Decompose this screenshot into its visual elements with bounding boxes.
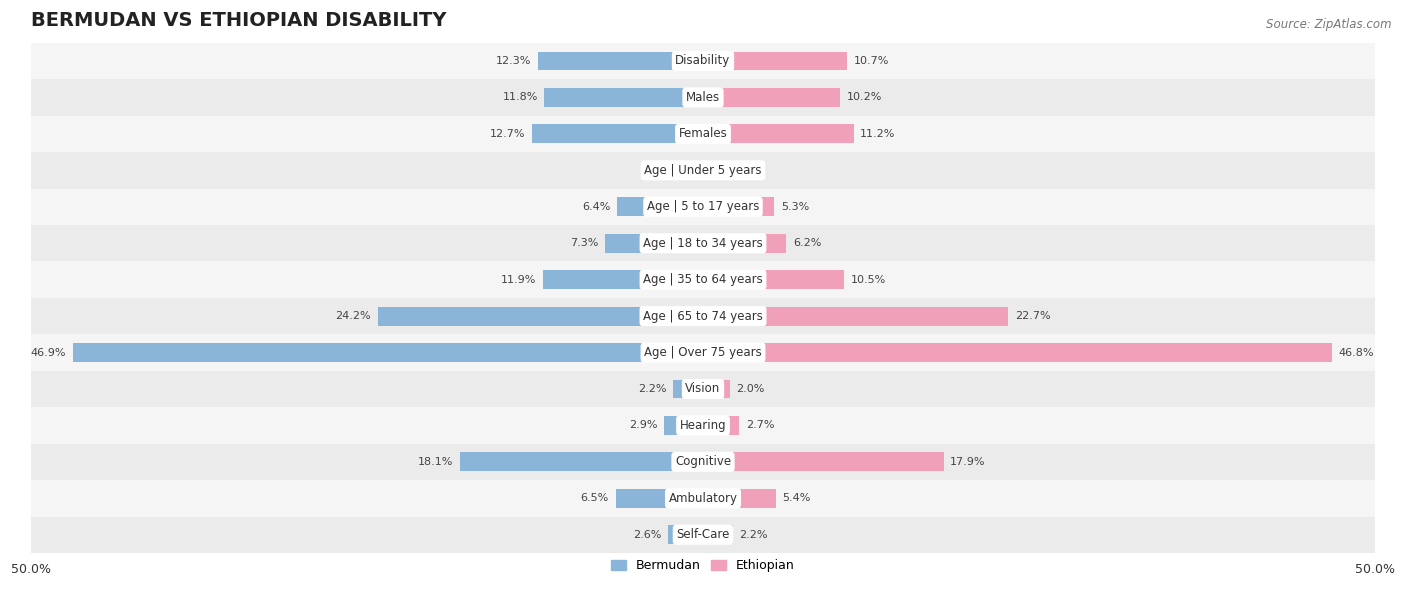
- Text: Cognitive: Cognitive: [675, 455, 731, 468]
- Legend: Bermudan, Ethiopian: Bermudan, Ethiopian: [606, 554, 800, 577]
- Bar: [703, 525, 733, 544]
- Text: 24.2%: 24.2%: [336, 311, 371, 321]
- Bar: [31, 480, 1375, 517]
- Bar: [543, 270, 703, 289]
- Bar: [31, 261, 1375, 298]
- Text: Disability: Disability: [675, 54, 731, 67]
- Text: Age | 35 to 64 years: Age | 35 to 64 years: [643, 273, 763, 286]
- Bar: [31, 43, 1375, 79]
- Text: Age | 5 to 17 years: Age | 5 to 17 years: [647, 200, 759, 213]
- Bar: [616, 489, 703, 508]
- Text: 12.3%: 12.3%: [496, 56, 531, 66]
- Bar: [664, 416, 703, 435]
- Text: 10.7%: 10.7%: [853, 56, 889, 66]
- Text: Ambulatory: Ambulatory: [668, 492, 738, 505]
- Bar: [703, 343, 1331, 362]
- Bar: [703, 124, 853, 143]
- Text: 2.2%: 2.2%: [740, 530, 768, 540]
- Bar: [703, 416, 740, 435]
- Bar: [544, 88, 703, 107]
- Bar: [703, 489, 776, 508]
- Text: 1.4%: 1.4%: [650, 165, 678, 175]
- Bar: [460, 452, 703, 471]
- Text: 2.6%: 2.6%: [633, 530, 661, 540]
- Bar: [703, 270, 844, 289]
- Bar: [703, 51, 846, 70]
- Text: 12.7%: 12.7%: [491, 129, 526, 139]
- Text: 5.3%: 5.3%: [780, 202, 810, 212]
- Text: 11.8%: 11.8%: [502, 92, 537, 102]
- Bar: [31, 371, 1375, 407]
- Text: Source: ZipAtlas.com: Source: ZipAtlas.com: [1267, 18, 1392, 31]
- Text: Females: Females: [679, 127, 727, 140]
- Bar: [31, 152, 1375, 188]
- Bar: [703, 197, 775, 216]
- Bar: [31, 188, 1375, 225]
- Text: 1.1%: 1.1%: [724, 165, 752, 175]
- Text: 2.9%: 2.9%: [628, 420, 658, 430]
- Text: 6.5%: 6.5%: [581, 493, 609, 503]
- Text: 11.2%: 11.2%: [860, 129, 896, 139]
- Bar: [703, 88, 839, 107]
- Text: 2.0%: 2.0%: [737, 384, 765, 394]
- Text: 18.1%: 18.1%: [418, 457, 453, 467]
- Text: 7.3%: 7.3%: [569, 238, 598, 248]
- Bar: [703, 161, 718, 180]
- Bar: [605, 234, 703, 253]
- Bar: [673, 379, 703, 398]
- Bar: [617, 197, 703, 216]
- Text: Age | Under 5 years: Age | Under 5 years: [644, 164, 762, 177]
- Bar: [703, 452, 943, 471]
- Text: Age | 18 to 34 years: Age | 18 to 34 years: [643, 237, 763, 250]
- Text: 2.7%: 2.7%: [747, 420, 775, 430]
- Text: Males: Males: [686, 91, 720, 104]
- Bar: [703, 379, 730, 398]
- Bar: [31, 116, 1375, 152]
- Text: BERMUDAN VS ETHIOPIAN DISABILITY: BERMUDAN VS ETHIOPIAN DISABILITY: [31, 11, 447, 30]
- Text: 46.8%: 46.8%: [1339, 348, 1374, 357]
- Bar: [703, 307, 1008, 326]
- Bar: [31, 517, 1375, 553]
- Text: Vision: Vision: [685, 382, 721, 395]
- Bar: [31, 444, 1375, 480]
- Text: 22.7%: 22.7%: [1015, 311, 1050, 321]
- Text: 10.5%: 10.5%: [851, 275, 886, 285]
- Text: Age | Over 75 years: Age | Over 75 years: [644, 346, 762, 359]
- Bar: [533, 124, 703, 143]
- Bar: [685, 161, 703, 180]
- Bar: [668, 525, 703, 544]
- Text: 17.9%: 17.9%: [950, 457, 986, 467]
- Bar: [537, 51, 703, 70]
- Bar: [31, 79, 1375, 116]
- Text: 11.9%: 11.9%: [501, 275, 536, 285]
- Text: Hearing: Hearing: [679, 419, 727, 432]
- Text: 46.9%: 46.9%: [31, 348, 66, 357]
- Bar: [378, 307, 703, 326]
- Text: Self-Care: Self-Care: [676, 528, 730, 541]
- Text: 5.4%: 5.4%: [782, 493, 811, 503]
- Text: 10.2%: 10.2%: [846, 92, 882, 102]
- Bar: [703, 234, 786, 253]
- Bar: [31, 225, 1375, 261]
- Text: 6.2%: 6.2%: [793, 238, 821, 248]
- Text: 6.4%: 6.4%: [582, 202, 610, 212]
- Bar: [31, 298, 1375, 334]
- Text: Age | 65 to 74 years: Age | 65 to 74 years: [643, 310, 763, 323]
- Bar: [31, 334, 1375, 371]
- Text: 2.2%: 2.2%: [638, 384, 666, 394]
- Bar: [31, 407, 1375, 444]
- Bar: [73, 343, 703, 362]
